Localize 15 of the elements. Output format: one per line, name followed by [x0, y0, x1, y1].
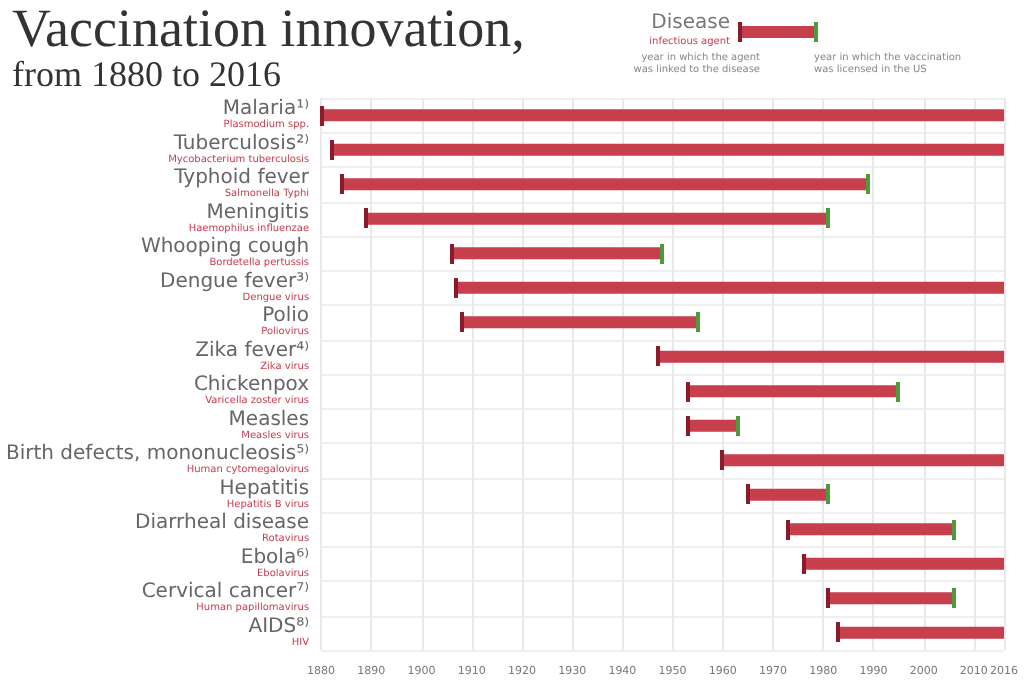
bar [331, 143, 1004, 156]
bar [451, 247, 663, 260]
chart-subtitle: from 1880 to 2016 [12, 54, 281, 94]
bar [747, 488, 829, 501]
bar [838, 626, 1004, 639]
bar [657, 350, 1004, 363]
text: Disease [649, 12, 730, 34]
bar [366, 212, 829, 225]
bar [456, 281, 1004, 294]
bar [803, 557, 1004, 570]
bar [687, 385, 899, 398]
bar [321, 109, 1004, 122]
chart-title: Vaccination innovation, [12, 0, 525, 58]
bar [722, 454, 1004, 467]
bar [788, 523, 954, 536]
